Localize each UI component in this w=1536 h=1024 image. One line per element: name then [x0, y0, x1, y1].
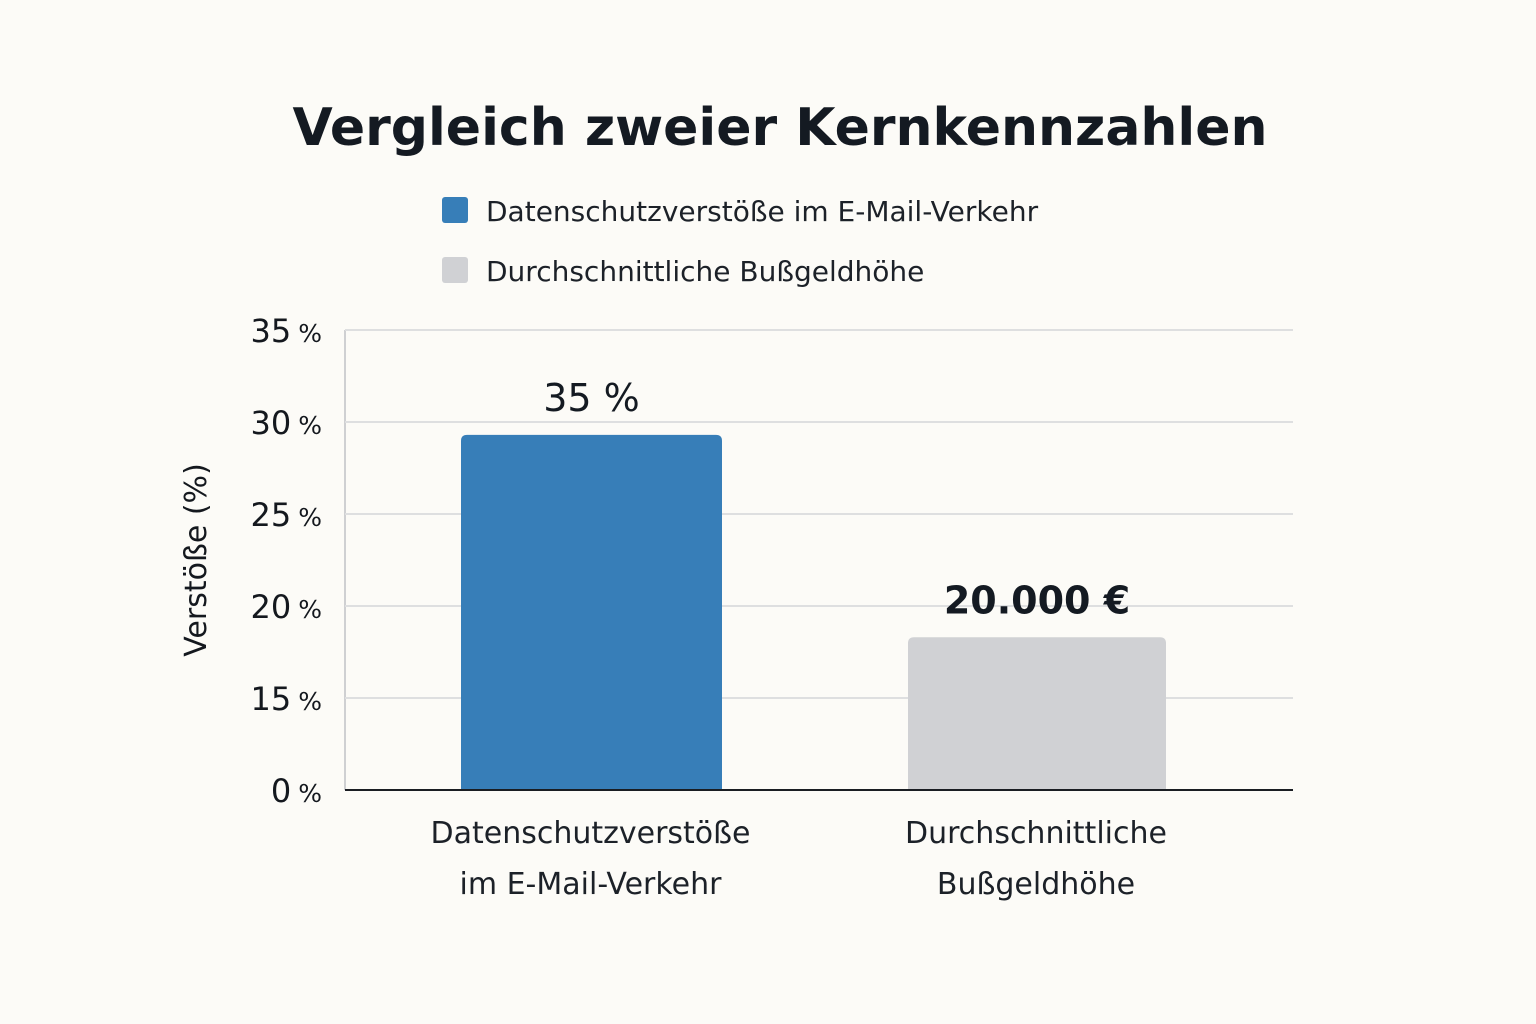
bar	[461, 434, 722, 790]
category-labels: Datenschutzverstöße im E-Mail-Verkehr Durc…	[430, 816, 1166, 902]
bars	[461, 434, 1166, 790]
y-tick-label: 25%	[251, 496, 322, 534]
y-tick-label: 15%	[251, 680, 322, 718]
data-label: 35 %	[543, 376, 640, 420]
category-label: Bußgeldhöhe	[937, 867, 1135, 902]
y-tick-labels: 0 % 15 % 20 % 25 % 30 % 35%	[251, 312, 322, 810]
y-tick-label: 30%	[251, 404, 322, 442]
bar	[908, 637, 1166, 790]
legend-label-email-violations: Datenschutzverstöße im E-Mail-Verkehr	[486, 195, 1039, 228]
legend-label-average-fine: Durchschnittliche Bußgeldhöhe	[486, 255, 924, 288]
y-tick-label: 35%	[251, 312, 322, 350]
y-tick-label: 20%	[251, 588, 322, 626]
data-label: 20.000 €	[944, 578, 1130, 622]
y-axis-label: Verstöße (%)	[179, 463, 214, 657]
legend-swatch-email-violations	[442, 197, 468, 223]
category-label: Durchschnittliche	[905, 816, 1167, 851]
y-tick-label: 0%	[271, 772, 322, 810]
data-labels: 35 % 20.000 €	[543, 376, 1130, 622]
category-label: im E-Mail-Verkehr	[460, 867, 723, 902]
legend: Datenschutzverstöße im E-Mail-Verkehr Du…	[442, 195, 1039, 288]
category-label: Datenschutzverstöße	[430, 816, 750, 851]
legend-swatch-average-fine	[442, 257, 468, 283]
chart-title: Vergleich zweier Kernkennzahlen	[292, 98, 1267, 158]
